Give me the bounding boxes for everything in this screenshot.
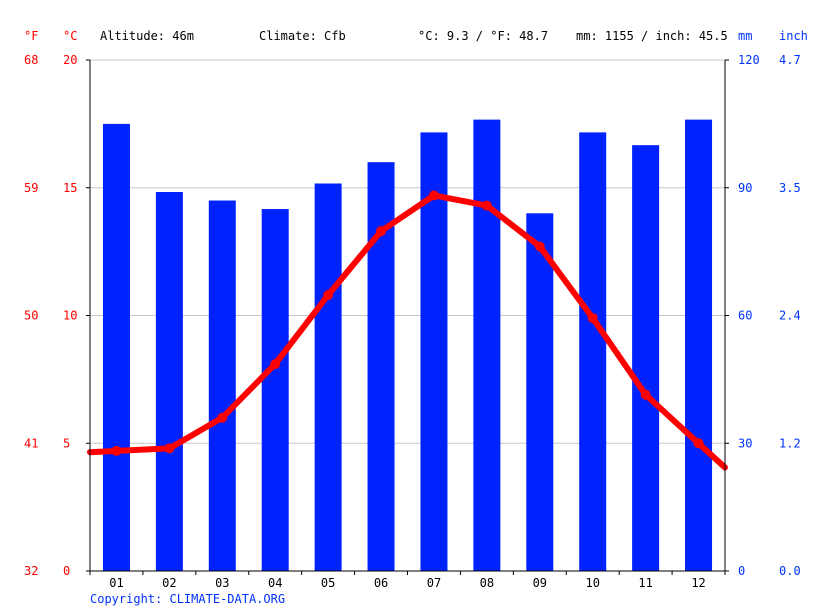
precipitation-bar — [261, 209, 289, 571]
temperature-point — [640, 389, 651, 400]
inch-unit-label: inch — [779, 29, 808, 43]
temperature-point — [587, 313, 598, 324]
climate-label: Climate: Cfb — [259, 29, 346, 43]
temperature-point — [217, 412, 228, 423]
fahrenheit-tick-label: 41 — [24, 436, 38, 450]
inch-tick-label: 2.4 — [779, 309, 801, 323]
inch-tick-label: 4.7 — [779, 53, 801, 67]
precipitation-bar — [155, 192, 183, 571]
fahrenheit-tick-label: 32 — [24, 564, 38, 578]
temperature-point — [428, 190, 439, 201]
month-label: 09 — [533, 576, 547, 590]
temperature-point — [693, 438, 704, 449]
temperature-average-label: °C: 9.3 / °F: 48.7 — [418, 29, 549, 43]
month-label: 10 — [585, 576, 599, 590]
precipitation-bar — [579, 132, 607, 571]
month-label: 08 — [480, 576, 494, 590]
month-label: 06 — [374, 576, 388, 590]
altitude-label: Altitude: 46m — [100, 29, 194, 43]
precipitation-bar — [473, 119, 501, 571]
fahrenheit-unit-label: °F — [24, 29, 39, 43]
month-label: 07 — [427, 576, 441, 590]
precipitation-bar — [632, 145, 660, 571]
temperature-point — [534, 241, 545, 252]
inch-tick-label: 3.5 — [779, 181, 801, 195]
precipitation-bar — [526, 213, 554, 572]
celsius-tick-label: 10 — [63, 309, 77, 323]
precipitation-bar — [208, 200, 236, 571]
celsius-tick-label: 5 — [63, 436, 70, 450]
precipitation-average-label: mm: 1155 / inch: 45.5 — [576, 29, 728, 43]
month-label: 05 — [321, 576, 335, 590]
celsius-unit-label: °C — [63, 29, 78, 43]
month-label: 01 — [109, 576, 123, 590]
inch-tick-label: 0.0 — [779, 564, 801, 578]
mm-tick-label: 0 — [738, 564, 745, 578]
temperature-line — [87, 192, 728, 471]
temperature-point — [323, 290, 334, 301]
fahrenheit-tick-label: 68 — [24, 53, 38, 67]
mm-unit-label: mm — [738, 29, 753, 43]
celsius-tick-label: 20 — [63, 53, 77, 67]
mm-tick-label: 90 — [738, 181, 752, 195]
month-label: 11 — [638, 576, 652, 590]
celsius-tick-label: 0 — [63, 564, 70, 578]
mm-tick-label: 120 — [738, 53, 760, 67]
precipitation-bar — [685, 119, 713, 571]
fahrenheit-tick-label: 59 — [24, 181, 38, 195]
precipitation-bar — [420, 132, 448, 571]
copyright-text: Copyright: CLIMATE-DATA.ORG — [90, 592, 286, 606]
temperature-point — [270, 359, 281, 370]
temperature-point — [164, 443, 175, 454]
fahrenheit-tick-label: 50 — [24, 309, 38, 323]
mm-tick-label: 60 — [738, 309, 752, 323]
mm-tick-label: 30 — [738, 436, 752, 450]
month-label: 04 — [268, 576, 282, 590]
temperature-point — [111, 445, 122, 456]
temperature-point — [481, 200, 492, 211]
month-label: 12 — [691, 576, 705, 590]
precipitation-bar — [102, 123, 130, 571]
celsius-tick-label: 15 — [63, 181, 77, 195]
month-label: 02 — [162, 576, 176, 590]
precipitation-bar — [314, 183, 342, 571]
month-label: 03 — [215, 576, 229, 590]
inch-tick-label: 1.2 — [779, 436, 801, 450]
temperature-point — [376, 226, 387, 237]
